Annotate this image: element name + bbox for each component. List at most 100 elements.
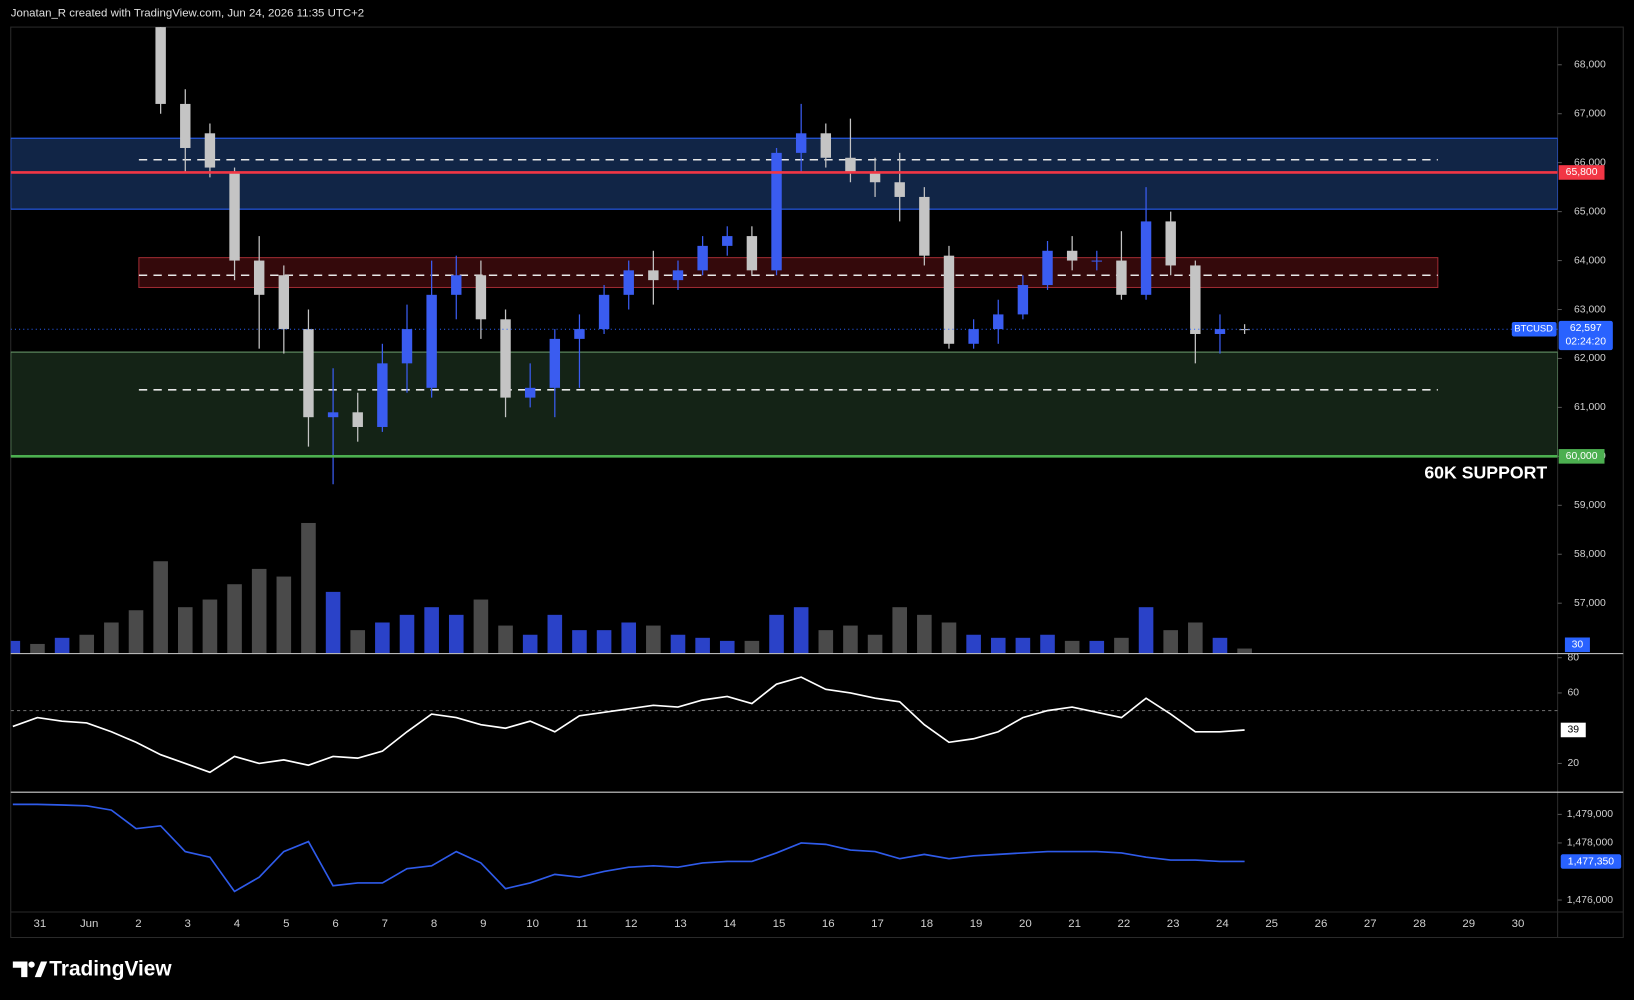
volume-bar: [917, 614, 932, 654]
x-tick-label: 27: [1364, 918, 1377, 930]
volume-bar: [670, 634, 686, 654]
volume-bar: [596, 630, 612, 654]
volume-bar: [1015, 637, 1031, 654]
volume-bar: [646, 625, 661, 654]
candle-body: [697, 245, 708, 271]
volume-bar: [498, 625, 513, 654]
price-level-box: [1558, 449, 1605, 464]
countdown-label: 02:24:20: [1565, 336, 1606, 347]
x-tick-label: 6: [332, 918, 338, 930]
axes: 31 Jun 2 3 4 5 6 7 8 9 10 11 12 13 14 15 16 17 18 19 20 21 22 2…: [34, 60, 1622, 930]
tradingview-logo: TradingView: [12, 957, 172, 980]
volume-bar: [621, 622, 637, 654]
main-pane: 60K SUPPORT: [10, 27, 1558, 654]
volume-bar: [1064, 640, 1080, 654]
candle-body: [722, 236, 733, 246]
candle-body: [1066, 250, 1078, 261]
candle-body: [327, 412, 339, 418]
x-tick-label: 29: [1462, 918, 1475, 930]
volume-bar: [1163, 630, 1178, 654]
logo-mark: [34, 961, 48, 978]
candle-body: [968, 329, 979, 344]
volume-bar: [769, 614, 784, 654]
indicator-last-label: 1,477,350: [1568, 856, 1615, 867]
x-tick-label: 2: [135, 918, 141, 930]
volume-bar: [1237, 648, 1252, 654]
price-zone: [10, 351, 1558, 457]
volume-bar: [177, 607, 193, 654]
candle-body: [401, 329, 413, 364]
candle-body: [352, 412, 363, 427]
volume-bar: [153, 561, 168, 654]
candle-body: [598, 294, 610, 330]
volume-bar: [399, 614, 415, 654]
x-tick-label: 16: [822, 918, 835, 930]
volume-bar: [843, 625, 858, 654]
logo-mark: [12, 961, 28, 978]
logo-mark: [28, 961, 35, 968]
indicator-pane: [12, 803, 1245, 893]
rsi-tick-label: 60: [1567, 688, 1579, 699]
y-tick-label: 68,000: [1574, 60, 1606, 71]
candle-body: [549, 338, 561, 388]
volume-bar: [424, 607, 439, 654]
volume-bar: [473, 599, 489, 654]
x-tick-label: 19: [970, 918, 983, 930]
x-tick-label: 3: [185, 918, 191, 930]
candle-body: [771, 152, 782, 271]
volume-bar: [79, 634, 95, 654]
candle-body: [426, 294, 437, 388]
volume-bar: [1089, 640, 1105, 654]
volume-bar: [695, 637, 710, 654]
volume-bar: [793, 607, 809, 654]
candle-body: [845, 157, 856, 173]
candle-body: [500, 319, 511, 398]
candle-body: [524, 387, 536, 398]
x-tick-label: 14: [723, 918, 736, 930]
frame: [10, 26, 1624, 939]
volume-bar: [54, 637, 70, 654]
candle-body: [1017, 285, 1029, 315]
header-text: Jonatan_R created with TradingView.com, …: [11, 8, 364, 20]
candle-body: [180, 103, 191, 148]
candle-body: [229, 172, 240, 261]
x-tick-label: 7: [382, 918, 388, 930]
x-tick-label: 31: [34, 918, 47, 930]
indicator-line: [12, 803, 1245, 893]
volume-bar: [1114, 637, 1129, 654]
volume-bar: [104, 622, 119, 654]
volume-bar: [547, 614, 563, 654]
candle-body: [1042, 250, 1053, 286]
price-level-box: [1558, 165, 1605, 180]
price-level-label: 65,800: [1566, 167, 1598, 178]
candle-body: [475, 275, 487, 320]
candle-body: [943, 255, 955, 344]
y-tick-label: 64,000: [1574, 255, 1606, 266]
x-tick-label: 22: [1118, 918, 1131, 930]
candle-body: [1214, 329, 1226, 334]
volume-last-label: 30: [1572, 640, 1584, 651]
volume-bar: [522, 634, 538, 654]
volume-bar: [990, 637, 1006, 654]
symbol-box: [1511, 321, 1557, 337]
volume-bar: [202, 599, 218, 654]
candle-body: [1091, 260, 1102, 262]
volume-bar: [818, 630, 834, 654]
x-tick-label: 25: [1265, 918, 1278, 930]
volume-bar: [892, 607, 907, 654]
volume-bar: [30, 643, 45, 654]
last-price-box: [1558, 320, 1613, 351]
y-tick-label: 61,000: [1574, 402, 1606, 413]
candle-body: [1140, 221, 1152, 295]
candle-body: [648, 270, 659, 281]
candle-body: [204, 133, 216, 168]
volume-bar: [227, 584, 242, 654]
x-tick-label: 26: [1315, 918, 1328, 930]
x-tick-label: 13: [674, 918, 687, 930]
volume-bar: [301, 522, 316, 654]
y-tick-label: 62,000: [1574, 353, 1606, 364]
candle-body: [993, 314, 1004, 330]
rsi-last-box: [1560, 722, 1586, 738]
volume-bar: [1212, 637, 1228, 654]
